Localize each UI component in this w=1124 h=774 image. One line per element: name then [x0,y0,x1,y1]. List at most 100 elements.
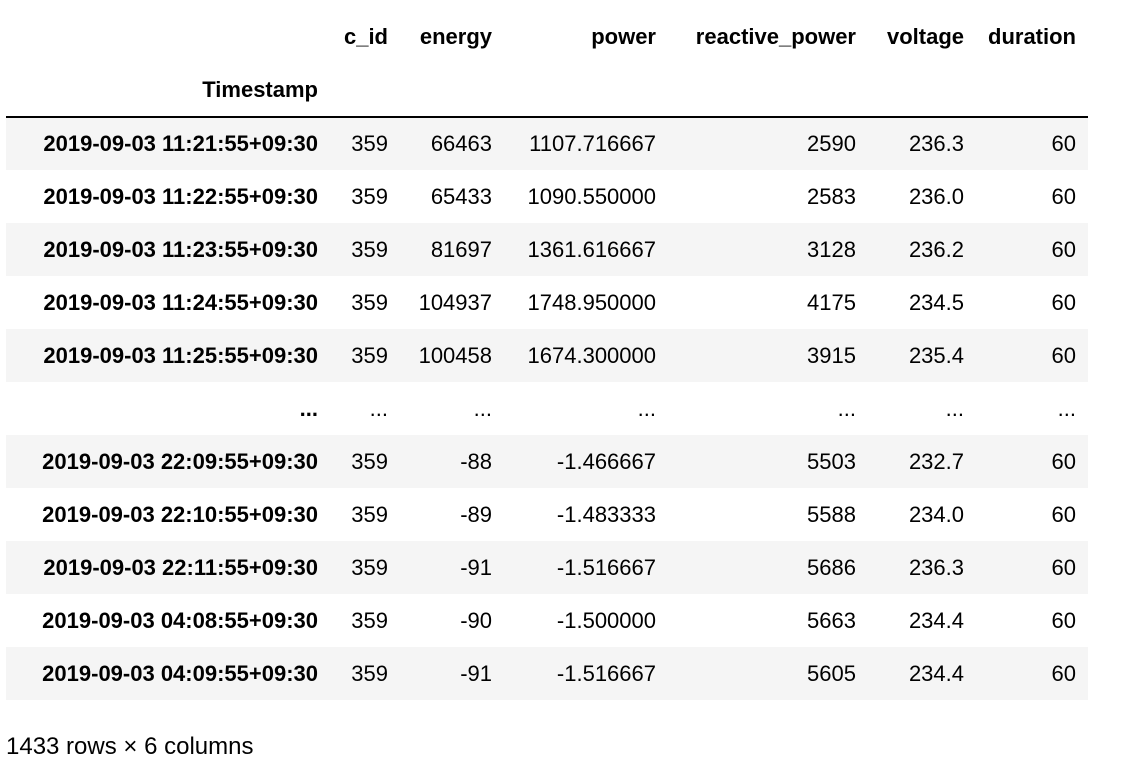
row-index-label: 2019-09-03 11:24:55+09:30 [43,289,318,315]
column-header-power: power [591,23,656,49]
cell-duration: 60 [1051,236,1076,262]
cell-reactive_power: 4175 [807,289,856,315]
index-name-spacer [330,63,400,117]
table-row: 2019-09-03 11:23:55+09:30 359 81697 1361.61… [6,223,1088,276]
cell-c_id: 359 [351,183,388,209]
cell-voltage: 234.0 [908,501,964,527]
cell-power: 1748.950000 [527,289,656,315]
row-index-label: 2019-09-03 22:11:55+09:30 [43,554,318,580]
column-header-energy: energy [419,23,492,49]
row-index-label: 2019-09-03 22:10:55+09:30 [42,501,318,527]
cell-c_id: 359 [351,501,388,527]
cell-reactive_power: 2583 [807,183,856,209]
cell-voltage: 234.5 [908,289,964,315]
cell-power: 1090.550000 [527,183,656,209]
cell-power: -1.516667 [556,660,656,686]
cell-reactive_power: 5663 [807,607,856,633]
index-name-spacer [668,63,868,117]
cell-reactive_power: 5686 [807,554,856,580]
column-header-c_id: c_id [343,23,388,49]
row-index-label: 2019-09-03 04:09:55+09:30 [42,660,318,686]
table-row: 2019-09-03 22:10:55+09:30 359 -89 -1.483333… [6,488,1088,541]
cell-reactive_power: 5605 [807,660,856,686]
cell-duration: ... [1057,395,1076,421]
cell-power: -1.516667 [556,554,656,580]
table-row: ..................... [6,382,1088,435]
cell-c_id: 359 [351,289,388,315]
cell-reactive_power: 5503 [807,448,856,474]
cell-c_id: 359 [351,342,388,368]
index-name-row: Timestamp [6,63,1088,117]
cell-duration: 60 [1051,289,1076,315]
cell-energy: 104937 [418,289,492,315]
cell-voltage: ... [945,395,964,421]
row-index-label: ... [299,395,318,421]
cell-c_id: 359 [351,131,388,156]
cell-energy: -91 [460,660,492,686]
cell-reactive_power: 2590 [807,131,856,156]
column-header-row: c_id energy power reactive_power voltage… [6,10,1088,63]
cell-voltage: 234.4 [908,660,964,686]
cell-power: -1.500000 [556,607,656,633]
cell-duration: 60 [1051,448,1076,474]
cell-power: 1361.616667 [527,236,656,262]
cell-power: 1674.300000 [527,342,656,368]
index-name-spacer [868,63,976,117]
row-index-label: 2019-09-03 11:23:55+09:30 [43,236,318,262]
row-index-label: 2019-09-03 11:22:55+09:30 [43,183,318,209]
cell-power: -1.466667 [556,448,656,474]
cell-duration: 60 [1051,342,1076,368]
cell-voltage: 234.4 [908,607,964,633]
table-row: 2019-09-03 11:22:55+09:30 359 65433 1090.55… [6,170,1088,223]
cell-duration: 60 [1051,501,1076,527]
cell-c_id: 359 [351,607,388,633]
table-row: 2019-09-03 22:11:55+09:30 359 -91 -1.516667… [6,541,1088,594]
cell-voltage: 232.7 [908,448,964,474]
cell-reactive_power: 3128 [807,236,856,262]
cell-reactive_power: 5588 [807,501,856,527]
cell-power: 1107.716667 [529,131,656,156]
cell-duration: 60 [1051,607,1076,633]
table-row: 2019-09-03 11:21:55+09:30 359 66463 1107.71… [6,117,1088,170]
cell-c_id: ... [369,395,388,421]
cell-duration: 60 [1051,660,1076,686]
row-index-label: 2019-09-03 11:25:55+09:30 [43,342,318,368]
index-name-spacer [976,63,1088,117]
cell-c_id: 359 [351,236,388,262]
cell-energy: 100458 [418,342,492,368]
row-index-label: 2019-09-03 11:21:55+09:30 [43,131,318,156]
table-row: 2019-09-03 11:24:55+09:30 359 104937 1748.9… [6,276,1088,329]
cell-energy: -89 [460,501,492,527]
dataframe-shape-summary: 1433 rows × 6 columns [6,733,254,760]
cell-voltage: 235.4 [908,342,964,368]
cell-duration: 60 [1051,131,1076,156]
row-index-label: 2019-09-03 22:09:55+09:30 [42,448,318,474]
index-header-blank [6,10,330,63]
cell-energy: 66463 [430,131,492,156]
cell-energy: -91 [460,554,492,580]
dataframe-table: c_id energy power reactive_power voltage… [6,10,1088,700]
cell-power: ... [637,395,656,421]
column-header-voltage: voltage [886,23,964,49]
index-name-spacer [504,63,668,117]
index-name-header: Timestamp [202,76,318,102]
cell-reactive_power: 3915 [807,342,856,368]
cell-voltage: 236.2 [908,236,964,262]
cell-energy: 81697 [430,236,492,262]
cell-c_id: 359 [351,660,388,686]
table-row: 2019-09-03 11:25:55+09:30 359 100458 1674.3… [6,329,1088,382]
table-row: 2019-09-03 04:09:55+09:30 359 -91 -1.516667… [6,647,1088,700]
cell-voltage: 236.3 [908,131,964,156]
cell-c_id: 359 [351,448,388,474]
column-header-duration: duration [988,23,1076,49]
cell-duration: 60 [1051,183,1076,209]
dataframe-output: c_id energy power reactive_power voltage… [6,10,1088,700]
cell-energy: -90 [460,607,492,633]
cell-voltage: 236.3 [908,554,964,580]
index-name-spacer [400,63,504,117]
column-header-reactive_power: reactive_power [695,23,856,49]
cell-duration: 60 [1051,554,1076,580]
table-row: 2019-09-03 04:08:55+09:30 359 -90 -1.500000… [6,594,1088,647]
table-body: 2019-09-03 11:21:55+09:30 359 66463 1107.71… [6,117,1088,700]
cell-reactive_power: ... [837,395,856,421]
